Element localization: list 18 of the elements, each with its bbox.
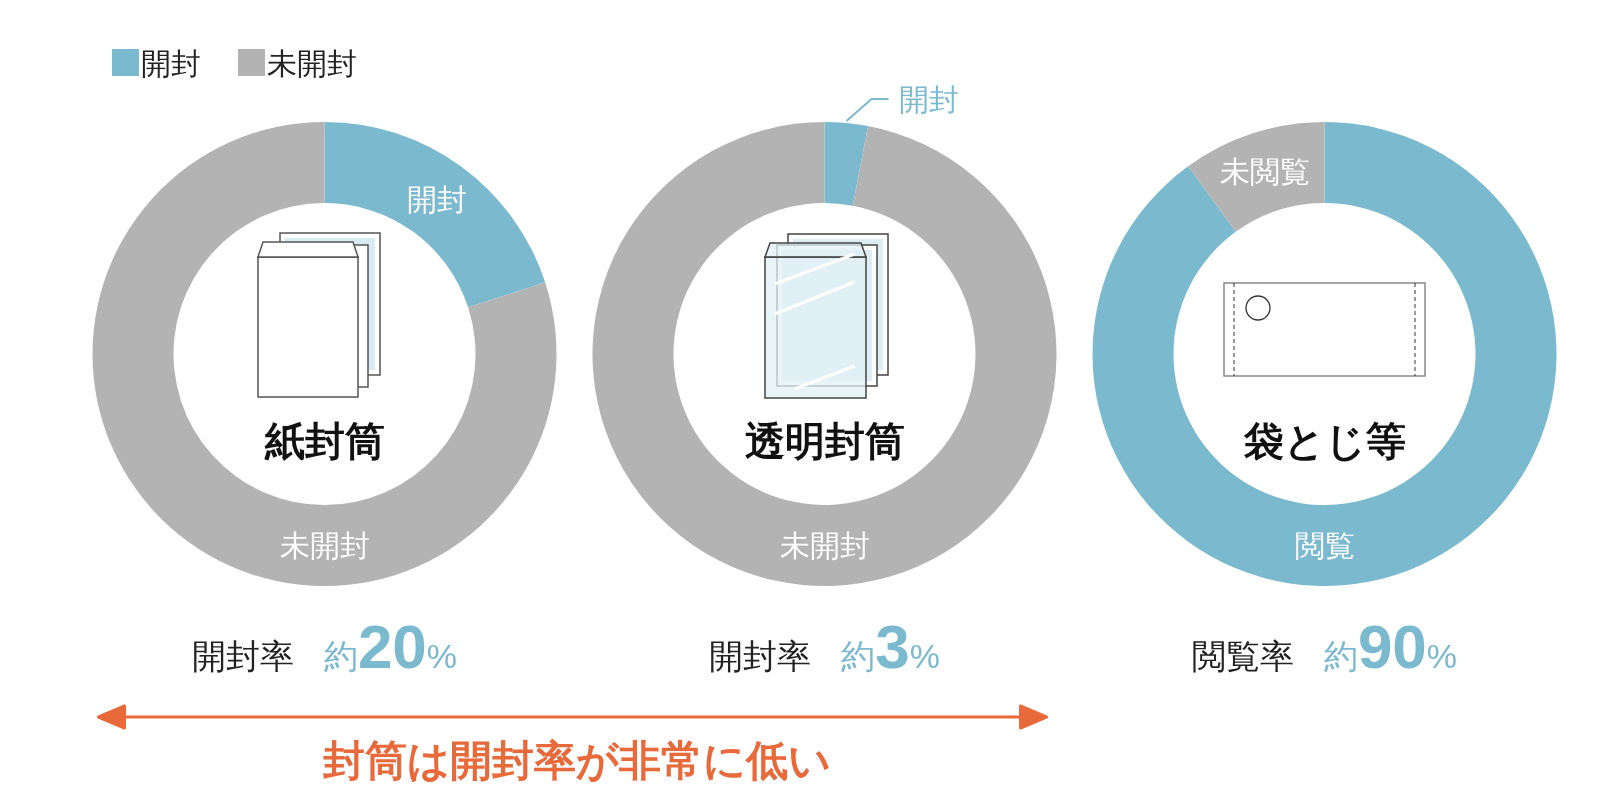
text: 紙封筒	[263, 419, 385, 463]
text: 封筒は開封率が非常に低い	[321, 737, 831, 784]
text: 約20%	[323, 612, 458, 681]
legend-label: 未開封	[267, 47, 357, 80]
text: 袋とじ等	[1242, 419, 1406, 463]
slice-label: 開封	[407, 182, 468, 216]
text: 約90%	[1323, 612, 1458, 681]
legend-label: 開封	[141, 47, 201, 80]
text: 閲覧率	[1191, 637, 1294, 675]
slice-label: 開封	[898, 82, 959, 116]
slice-label: 未閲覧	[1220, 155, 1311, 189]
slice-label: 未開封	[279, 529, 370, 562]
slice-label: 未開封	[779, 529, 870, 562]
text: 約3%	[841, 612, 940, 681]
slice-label: 閲覧	[1294, 529, 1355, 562]
text: 開封率	[709, 637, 812, 675]
text: 開封率	[191, 637, 294, 675]
text: 透明封筒	[744, 419, 905, 463]
